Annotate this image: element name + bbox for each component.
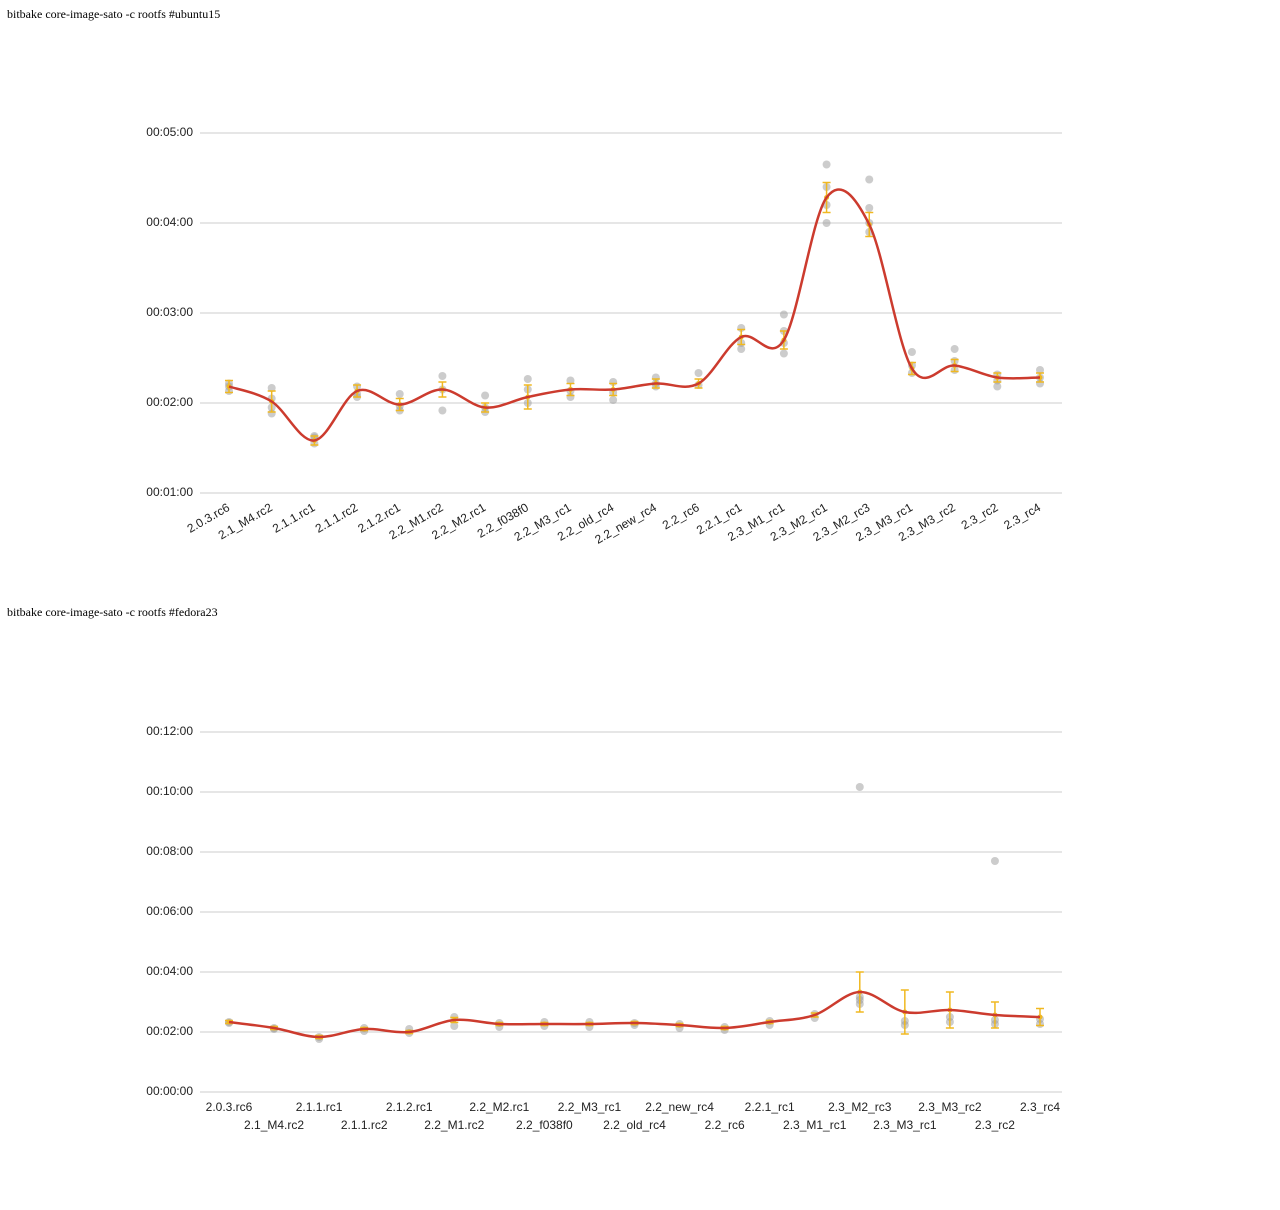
sample-point — [1036, 366, 1044, 374]
sample-point — [865, 175, 874, 184]
x-tick-label: 2.3_rc4 — [1020, 1100, 1060, 1114]
sample-point — [395, 390, 404, 398]
trend-line — [228, 990, 1041, 1039]
x-tick-label: 2.3_M1_rc1 — [783, 1118, 847, 1132]
x-tick-label: 2.1.2.rc1 — [386, 1100, 433, 1114]
y-tick-label: 00:10:00 — [146, 784, 193, 798]
sample-point — [609, 396, 618, 404]
chart-title: bitbake core-image-sato -c rootfs #fedor… — [7, 605, 218, 619]
x-tick-label: 2.2_M1.rc2 — [424, 1118, 484, 1132]
x-tick-label: 2.3_rc4 — [1001, 500, 1043, 532]
x-tick-label: 2.2.1_rc1 — [745, 1100, 795, 1114]
sample-point — [267, 384, 276, 392]
y-tick-label: 00:12:00 — [146, 724, 193, 738]
x-tick-label: 2.2_M3_rc1 — [558, 1100, 622, 1114]
y-tick-label: 00:02:00 — [146, 1024, 193, 1038]
x-tick-label: 2.3_M3_rc1 — [873, 1118, 937, 1132]
y-tick-label: 00:04:00 — [146, 215, 193, 229]
sample-point — [822, 219, 831, 227]
y-tick-label: 00:04:00 — [146, 964, 193, 978]
x-tick-label: 2.1.1.rc1 — [296, 1100, 343, 1114]
sample-point — [438, 372, 447, 380]
sample-point — [450, 1022, 459, 1030]
sample-point — [950, 345, 959, 353]
x-tick-label: 2.3_M2_rc3 — [828, 1100, 892, 1114]
y-tick-label: 00:01:00 — [146, 485, 193, 499]
x-tick-label: 2.2_new_rc4 — [645, 1100, 714, 1114]
sample-point — [865, 204, 874, 212]
chart-title: bitbake core-image-sato -c rootfs #ubunt… — [7, 7, 220, 21]
trend-line — [228, 188, 1041, 442]
sample-point — [779, 310, 788, 319]
sample-point — [566, 376, 575, 385]
sample-point — [694, 369, 703, 377]
sample-point — [990, 857, 999, 865]
x-tick-label: 2.0.3.rc6 — [206, 1100, 253, 1114]
x-tick-label: 2.1.1.rc2 — [341, 1118, 388, 1132]
x-tick-label: 2.2_f038f0 — [516, 1118, 573, 1132]
x-tick-label: 2.3_rc2 — [959, 500, 1001, 532]
sample-point — [523, 375, 532, 383]
sample-point — [822, 160, 831, 169]
x-tick-label: 2.3_M3_rc2 — [918, 1100, 982, 1114]
x-tick-label: 2.3_rc2 — [975, 1118, 1015, 1132]
y-tick-label: 00:03:00 — [146, 305, 193, 319]
y-tick-label: 00:06:00 — [146, 904, 193, 918]
y-tick-label: 00:08:00 — [146, 844, 193, 858]
x-tick-label: 2.1.1.rc1 — [270, 500, 318, 536]
sample-point — [855, 783, 864, 791]
x-tick-label: 2.2_rc6 — [705, 1118, 745, 1132]
x-tick-label: 2.2_M2.rc1 — [469, 1100, 529, 1114]
x-tick-label: 2.1.1.rc2 — [313, 500, 361, 536]
x-tick-label: 2.2_old_rc4 — [603, 1118, 666, 1132]
y-tick-label: 00:00:00 — [146, 1084, 193, 1098]
sample-point — [737, 345, 746, 353]
sample-point — [481, 391, 490, 400]
y-tick-label: 00:02:00 — [146, 395, 193, 409]
sample-point — [438, 406, 447, 415]
x-tick-label: 2.1_M4.rc2 — [244, 1118, 304, 1132]
sample-point — [993, 382, 1002, 391]
sample-point — [779, 349, 788, 358]
y-tick-label: 00:05:00 — [146, 125, 193, 139]
sample-point — [907, 348, 916, 356]
